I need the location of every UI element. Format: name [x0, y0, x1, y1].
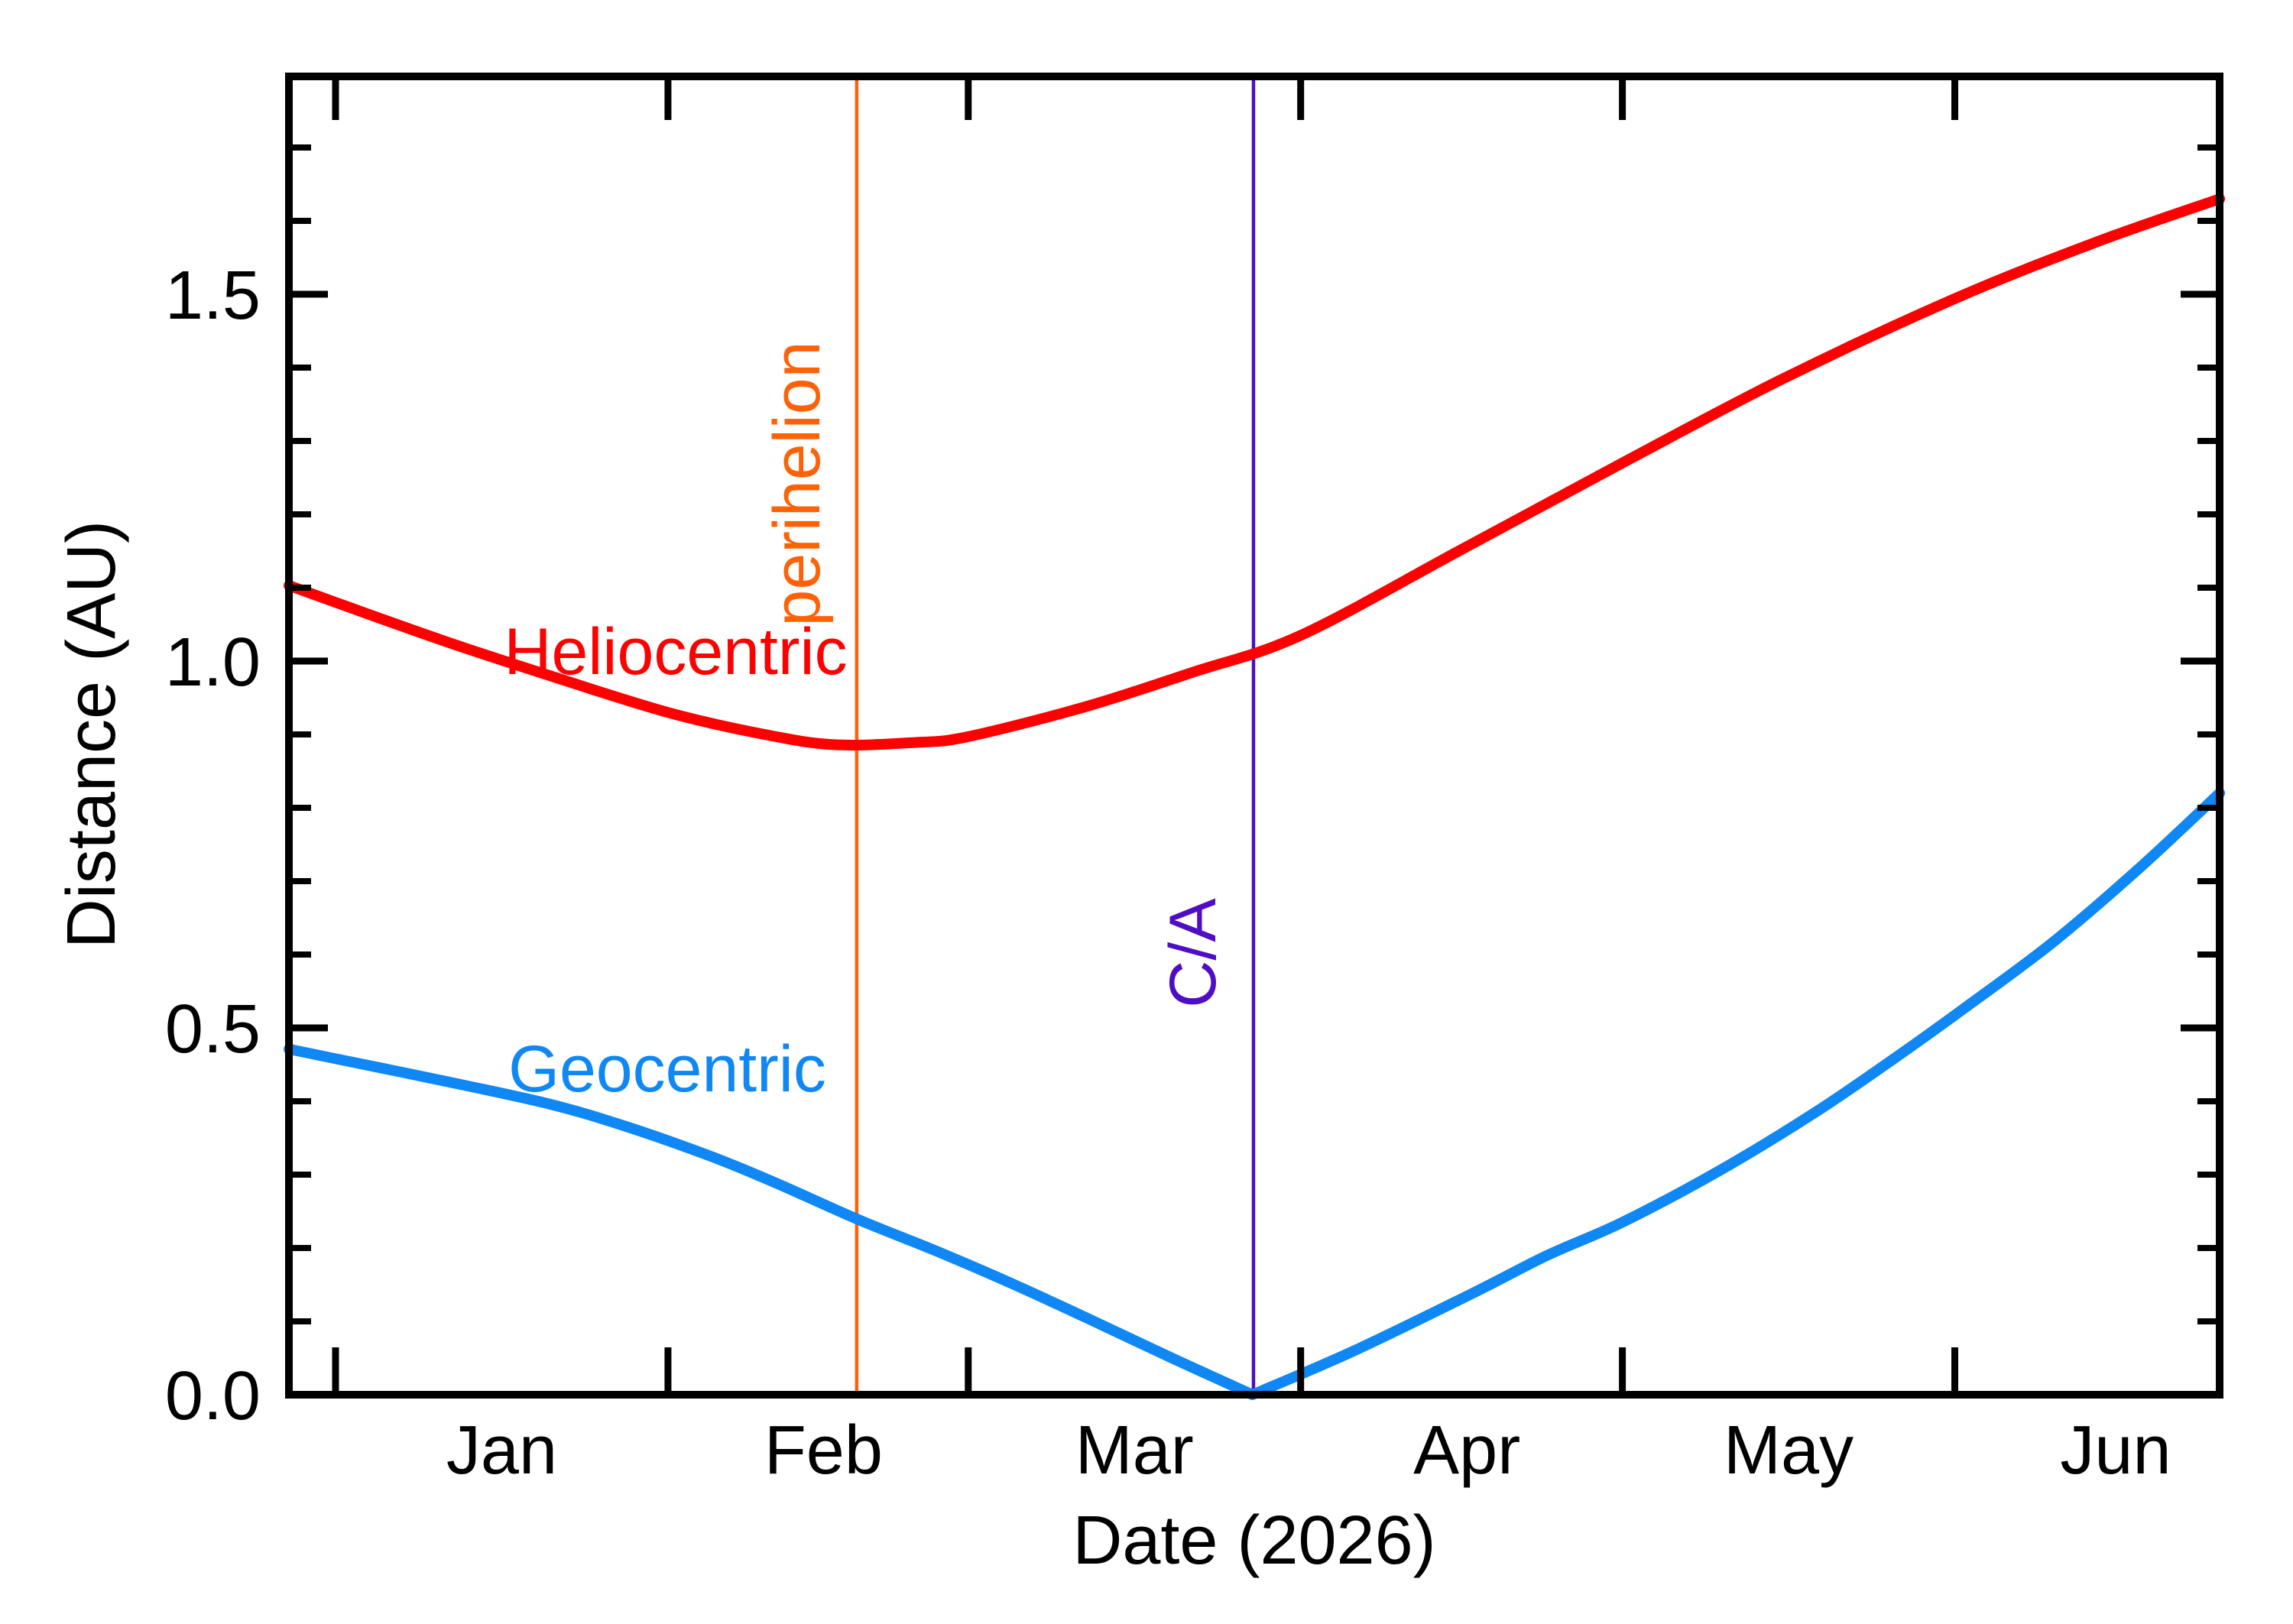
axis-tick-labels: 0.0 0.5 1.0 1.5 Jan Feb Mar Apr May Jun	[165, 258, 2171, 1489]
heliocentric-curve	[284, 193, 2226, 750]
x-tick-label-may: May	[1724, 1412, 1854, 1489]
geocentric-curve-label: Geocentric	[508, 1032, 826, 1106]
y-tick-label: 1.0	[165, 624, 261, 701]
y-tick-label: 0.5	[165, 991, 261, 1068]
y-tick-label: 1.5	[165, 258, 261, 334]
close-approach-label: C/A	[1156, 898, 1230, 1008]
x-axis-title: Date (2026)	[1072, 1502, 1435, 1579]
y-axis-title: Distance (AU)	[54, 520, 130, 948]
data-curves	[284, 193, 2226, 1400]
plot-border	[285, 73, 2223, 1399]
perihelion-label: perihelion	[761, 342, 834, 627]
geocentric-curve	[284, 787, 2226, 1400]
x-tick-label-jun: Jun	[2060, 1412, 2171, 1489]
annotation-lines	[855, 80, 1256, 1391]
plot-frame	[285, 73, 2223, 1399]
x-tick-label-mar: Mar	[1075, 1412, 1194, 1489]
x-tick-label-apr: Apr	[1413, 1412, 1520, 1489]
axis-ticks	[291, 79, 2217, 1392]
x-tick-label-jan: Jan	[446, 1412, 557, 1489]
y-tick-label: 0.0	[165, 1358, 261, 1434]
heliocentric-curve-label: Heliocentric	[504, 615, 847, 689]
x-tick-label-feb: Feb	[764, 1412, 883, 1489]
